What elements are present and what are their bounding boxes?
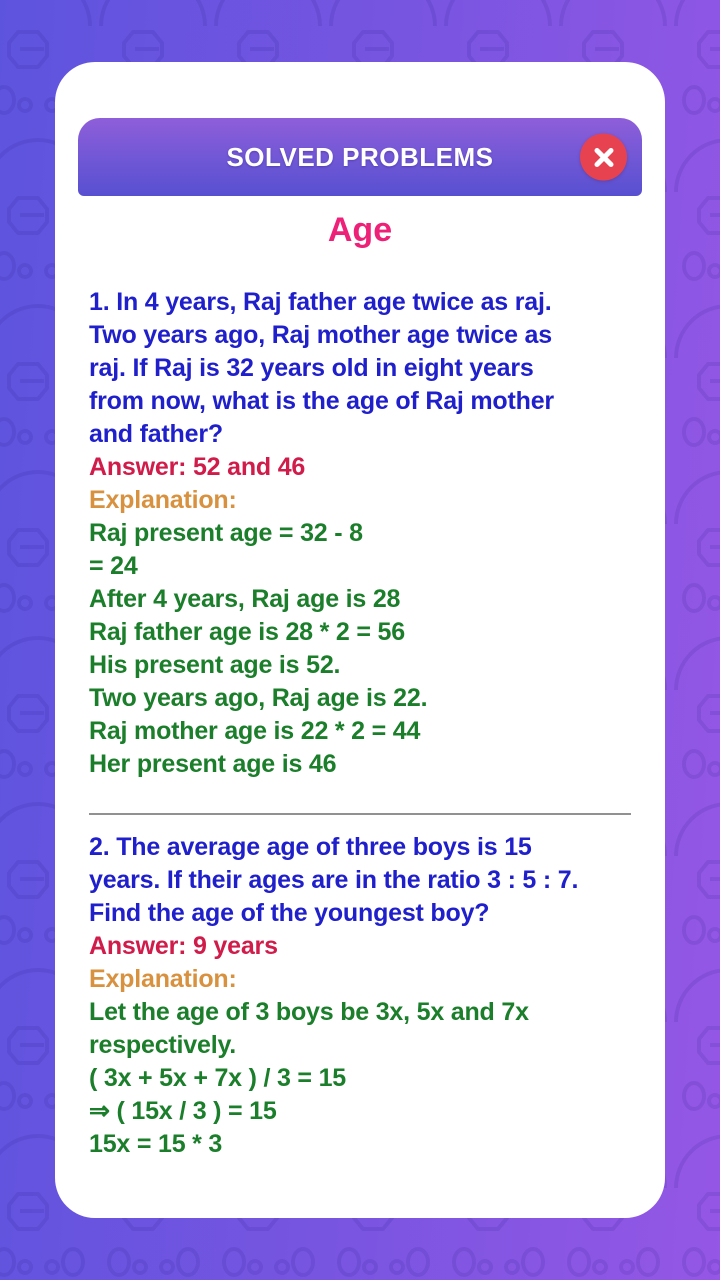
explanation-line: ( 3x + 5x + 7x ) / 3 = 15 [89,1064,346,1092]
question-line: 2. The average age of three boys is 15 [89,833,532,861]
explanation-label: Explanation: [89,486,237,514]
explanation-line: Raj mother age is 22 * 2 = 44 [89,717,421,745]
explanation-line: After 4 years, Raj age is 28 [89,585,401,613]
header-title: SOLVED PROBLEMS [226,141,494,172]
explanation-line: ⇒ ( 15x / 3 ) = 15 [89,1097,277,1125]
explanation-label: Explanation: [89,965,237,993]
card-header: SOLVED PROBLEMS [78,118,642,196]
close-button[interactable] [580,133,627,181]
explanation-line: respectively. [89,1031,237,1059]
problem-1: 1. In 4 years, Raj father age twice as r… [89,286,631,781]
divider [89,813,631,815]
explanation-line: Raj father age is 28 * 2 = 56 [89,618,405,646]
card-content: Age 1. In 4 years, Raj father age twice … [89,62,631,1161]
explanation-line: Raj present age = 32 - 8 [89,519,363,547]
explanation-line: Her present age is 46 [89,750,337,778]
problem-2: 2. The average age of three boys is 15 y… [89,831,631,1161]
explanation-line: Let the age of 3 boys be 3x, 5x and 7x [89,998,529,1026]
answer-text: Answer: 9 years [89,932,278,960]
question-line: years. If their ages are in the ratio 3 … [89,866,579,894]
question-line: Two years ago, Raj mother age twice as [89,321,552,349]
question-line: 1. In 4 years, Raj father age twice as r… [89,288,552,316]
topic-title: Age [327,211,393,249]
explanation-line: 15x = 15 * 3 [89,1130,223,1158]
close-icon [594,147,613,167]
question-line: Find the age of the youngest boy? [89,899,490,927]
answer-text: Answer: 52 and 46 [89,453,306,481]
question-line: raj. If Raj is 32 years old in eight yea… [89,354,534,382]
question-line: and father? [89,420,223,448]
question-line: from now, what is the age of Raj mother [89,387,554,415]
explanation-line: Two years ago, Raj age is 22. [89,684,428,712]
explanation-line: = 24 [89,552,138,580]
explanation-line: His present age is 52. [89,651,341,679]
solved-problems-card: SOLVED PROBLEMS Age 1. In 4 years, Raj f… [55,62,665,1218]
